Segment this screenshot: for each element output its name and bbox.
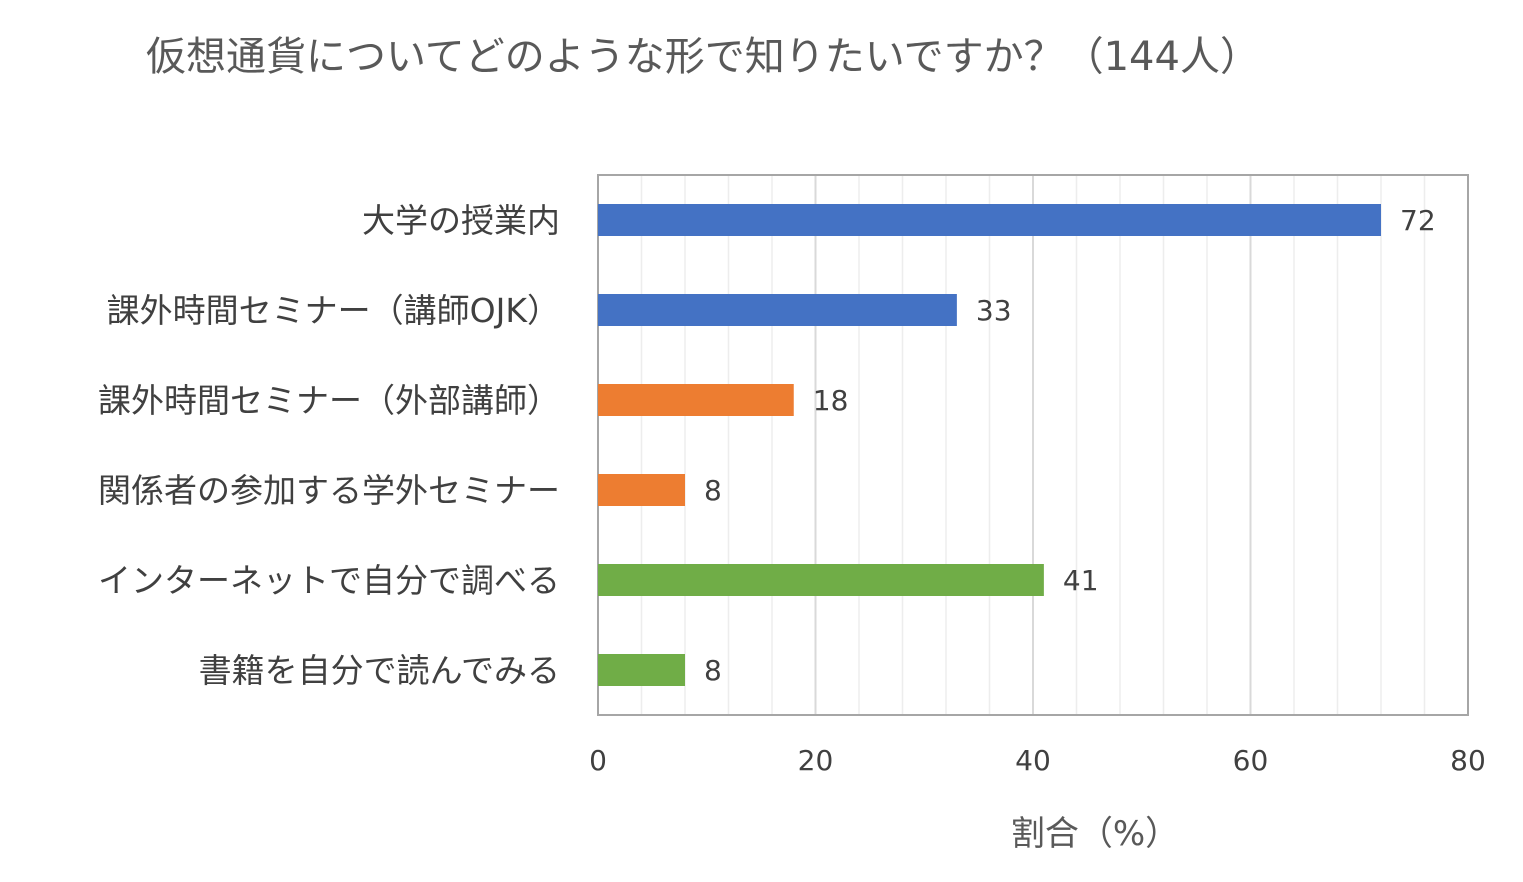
category-label-4: 関係者の参加する学外セミナー [98,471,560,510]
x-tick-label: 40 [1015,744,1051,777]
bars [598,204,1381,686]
bar-1 [598,204,1381,236]
data-label-4: 8 [704,474,722,507]
bar-4 [598,474,685,506]
category-label-3: 課外時間セミナー（外部講師） [98,381,560,420]
x-tick-label: 0 [589,744,607,777]
x-axis-title: 割合（%） [1011,814,1179,854]
data-label-6: 8 [704,654,722,687]
plot-border [597,174,1469,716]
x-tick-label: 60 [1233,744,1269,777]
bar-2 [598,294,957,326]
data-label-3: 18 [813,384,849,417]
category-label-5: インターネットで自分で調べる [98,561,560,600]
category-label-2: 課外時間セミナー（講師OJK） [107,291,560,330]
x-tick-label: 20 [798,744,834,777]
category-label-6: 書籍を自分で読んでみる [199,651,560,690]
data-label-1: 72 [1400,204,1436,237]
bar-3 [598,384,794,416]
plot-area: 72 33 18 8 41 8 [597,174,1469,716]
data-label-5: 41 [1063,564,1099,597]
data-labels: 72 33 18 8 41 8 [704,204,1436,687]
value-axis: 0 20 40 60 80 [589,744,1486,777]
data-label-2: 33 [976,294,1012,327]
x-tick-label: 80 [1450,744,1486,777]
bar-5 [598,564,1044,596]
gridlines [640,175,1426,715]
category-label-1: 大学の授業内 [362,201,560,240]
bar-6 [598,654,685,686]
chart-title: 仮想通貨についてどのような形で知りたいですか？（144人） [146,34,1260,80]
